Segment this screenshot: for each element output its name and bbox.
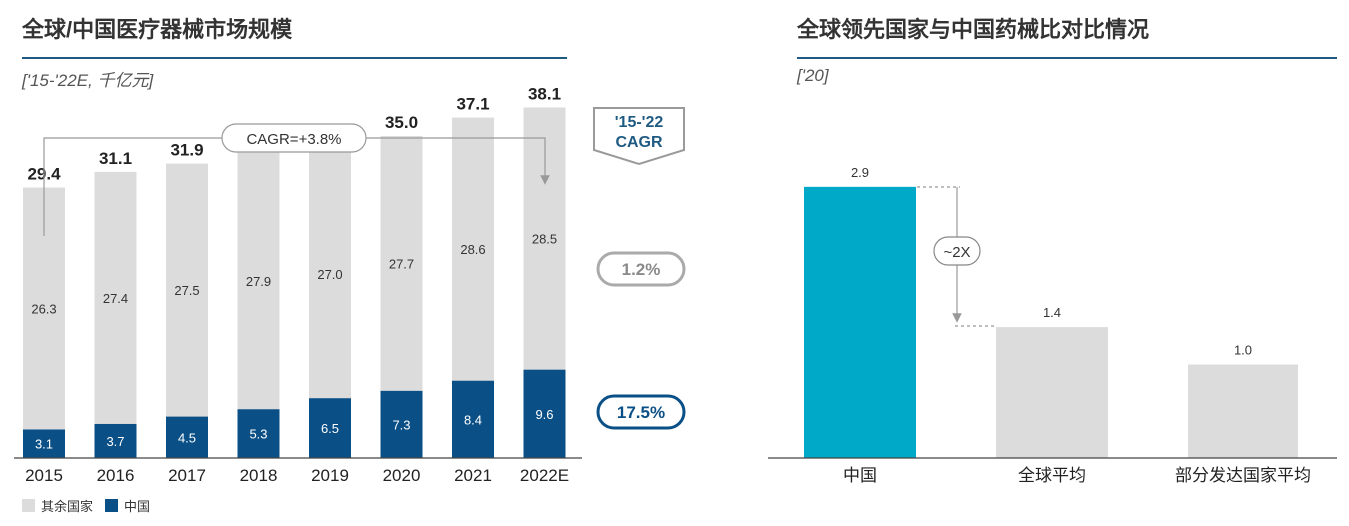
- legend-label-other: 其余国家: [41, 499, 94, 514]
- value-label-china: 2.9: [851, 165, 869, 180]
- total-label-2021: 37.1: [456, 95, 489, 114]
- cagr-pill: [221, 123, 367, 153]
- label-other-2015: 26.3: [31, 302, 56, 317]
- x-tick-2015: 2015: [25, 466, 63, 485]
- bar-china-2022E: [523, 369, 566, 458]
- label-china-2018: 5.3: [249, 427, 267, 442]
- label-china-2016: 3.7: [106, 434, 124, 449]
- value-label-developed-avg: 1.0: [1234, 343, 1252, 358]
- bar-china-2020: [380, 390, 423, 458]
- x-tick-2018: 2018: [240, 466, 278, 485]
- cagr-header-line1: '15-'22: [615, 114, 664, 131]
- bar-china: [804, 186, 916, 458]
- x-tick-2020: 2020: [383, 466, 421, 485]
- cagr-other-value: 1.2%: [622, 260, 661, 279]
- cagr-header-line2: CAGR: [615, 134, 663, 151]
- label-china-2019: 6.5: [321, 421, 339, 436]
- label-other-2021: 28.6: [460, 242, 485, 257]
- total-label-2020: 35.0: [385, 113, 418, 132]
- label-china-2021: 8.4: [464, 412, 482, 427]
- left-chart-title: 全球/中国医疗器械市场规模: [22, 17, 293, 42]
- bar-other-2017: [166, 163, 208, 417]
- right-bars-group: 2.9 中国 1.4 全球平均 1.0 部分发达国家平均: [804, 165, 1311, 485]
- cagr-china-value: 17.5%: [617, 403, 665, 422]
- label-other-2017: 27.5: [174, 283, 199, 298]
- x-tick-2022E: 2022E: [520, 466, 569, 485]
- legend-item-other: 其余国家: [22, 496, 93, 515]
- total-label-2017: 31.9: [170, 141, 203, 160]
- ratio-pill: [933, 236, 981, 266]
- bar-other-2021: [452, 117, 494, 381]
- label-china-2015: 3.1: [35, 437, 53, 452]
- label-china-2020: 7.3: [392, 417, 410, 432]
- left-legend: 其余国家 中国: [22, 496, 162, 515]
- bar-china-2015: [23, 429, 65, 458]
- total-label-2022E: 38.1: [528, 84, 561, 103]
- cagr-header-banner: [593, 107, 685, 166]
- left-chart-subtitle: ['15-'22E, 千亿元]: [22, 71, 154, 90]
- bar-other-2020: [380, 136, 423, 391]
- legend-item-china: 中国: [105, 496, 150, 515]
- cagr-label: CAGR=+3.8%: [246, 131, 341, 148]
- x-tick-2016: 2016: [97, 466, 135, 485]
- x-tick-2017: 2017: [168, 466, 206, 485]
- left-title-rule: [22, 57, 567, 59]
- bar-global-avg: [996, 327, 1108, 458]
- right-chart-title: 全球领先国家与中国药械比对比情况: [797, 17, 1150, 42]
- x-tick-global-avg: 全球平均: [1018, 466, 1086, 485]
- bar-china-2017: [166, 416, 208, 458]
- bar-china-2016: [94, 423, 137, 458]
- bar-other-2019: [309, 149, 351, 399]
- label-other-2019: 27.0: [317, 267, 342, 282]
- right-chart-subtitle: ['20]: [797, 66, 829, 85]
- label-china-2017: 4.5: [178, 430, 196, 445]
- label-other-2016: 27.4: [103, 291, 128, 306]
- label-china-2022E: 9.6: [535, 407, 553, 422]
- legend-label-china: 中国: [124, 499, 151, 514]
- x-tick-china: 中国: [843, 466, 877, 485]
- x-tick-2019: 2019: [311, 466, 349, 485]
- label-other-2018: 27.9: [246, 274, 271, 289]
- total-label-2016: 31.1: [99, 149, 132, 168]
- cagr-other-pill: [596, 251, 686, 287]
- x-tick-developed-avg: 部分发达国家平均: [1175, 466, 1311, 485]
- legend-swatch-china: [105, 499, 119, 512]
- right-title-rule: [797, 57, 1337, 59]
- label-other-2022E: 28.5: [532, 232, 557, 247]
- label-other-2020: 27.7: [389, 256, 414, 271]
- legend-swatch-other: [22, 499, 35, 512]
- bar-other-2018: [237, 152, 280, 410]
- bar-other-2016: [94, 171, 137, 424]
- ratio-label: ~2X: [943, 244, 970, 261]
- bar-china-2018: [237, 409, 280, 458]
- bar-developed-avg: [1188, 364, 1298, 458]
- value-label-global-avg: 1.4: [1043, 305, 1061, 320]
- bar-china-2019: [309, 398, 351, 458]
- cagr-china-pill: [596, 394, 686, 430]
- x-tick-2021: 2021: [454, 466, 492, 485]
- bar-china-2021: [452, 380, 494, 458]
